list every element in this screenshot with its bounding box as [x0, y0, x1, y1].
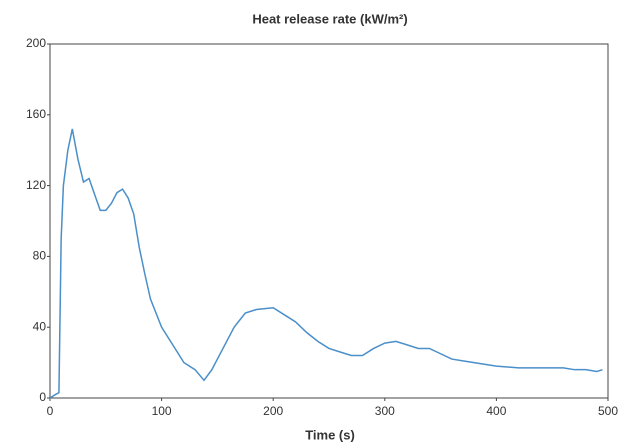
- x-tick-label: 200: [263, 404, 283, 418]
- x-tick-label: 400: [486, 404, 506, 418]
- x-tick-label: 500: [598, 404, 618, 418]
- y-tick-label: 80: [33, 249, 47, 263]
- x-tick-label: 300: [375, 404, 395, 418]
- data-line: [49, 128, 603, 399]
- y-tick-label: 120: [26, 178, 46, 192]
- x-tick-label: 0: [47, 404, 54, 418]
- y-tick-label: 40: [33, 319, 47, 333]
- x-tick-label: 100: [152, 404, 172, 418]
- y-tick-label: 0: [39, 390, 46, 404]
- plot-frame: [49, 43, 609, 399]
- y-tick-label: 200: [26, 36, 46, 50]
- chart-title: Heat release rate (kW/m²): [252, 11, 407, 26]
- y-tick-label: 160: [26, 107, 46, 121]
- x-axis-label: Time (s): [305, 427, 355, 442]
